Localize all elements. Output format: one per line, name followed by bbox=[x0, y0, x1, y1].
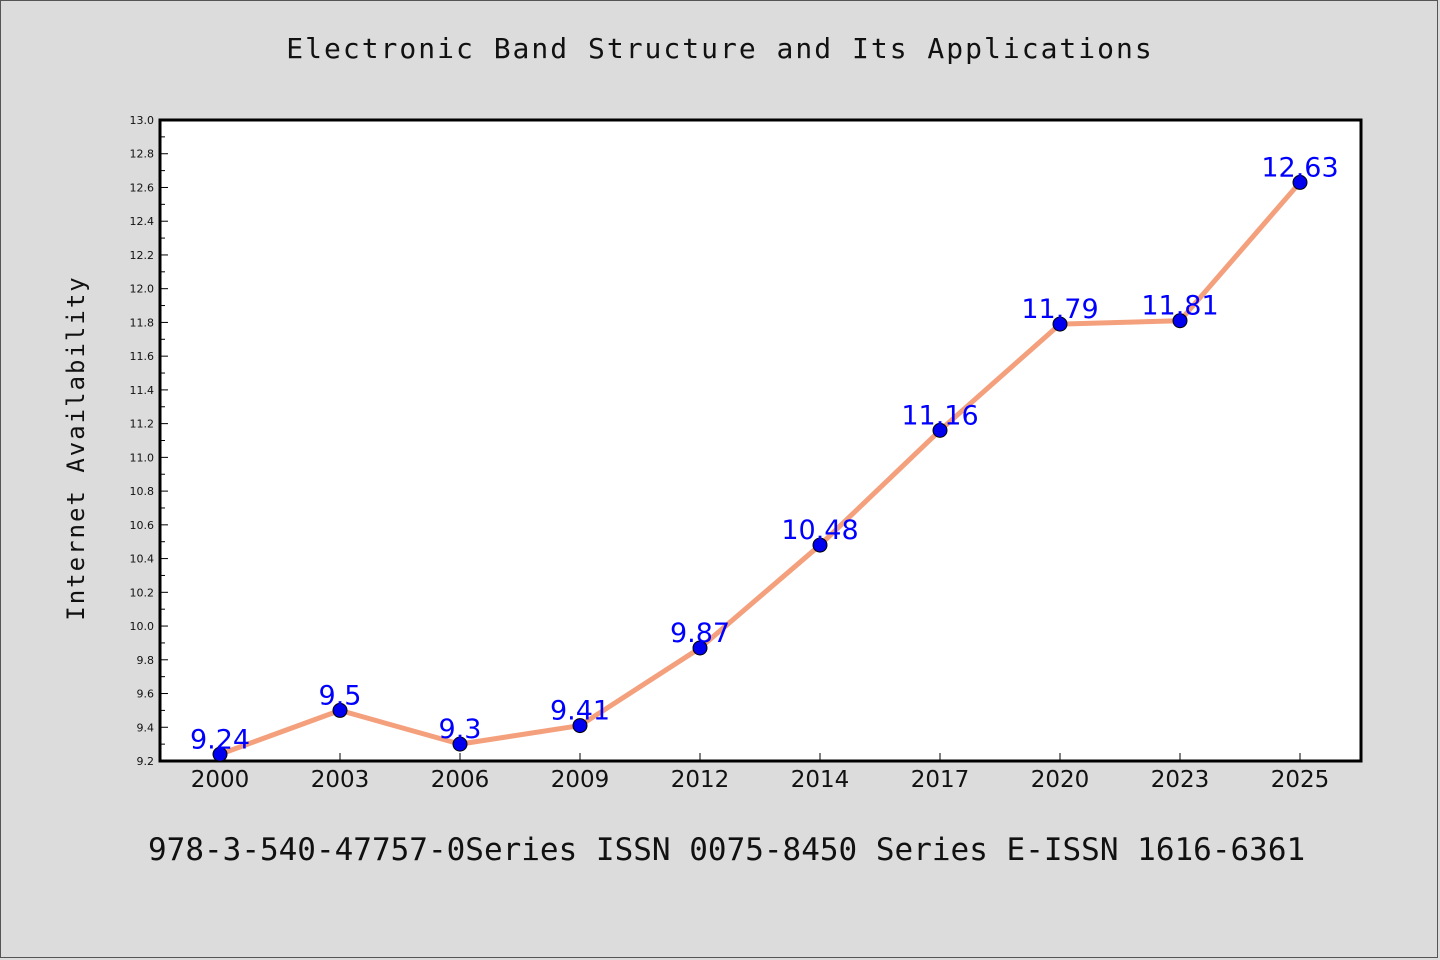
y-tick-label: 10.0 bbox=[130, 620, 155, 633]
data-label: 11.79 bbox=[1021, 294, 1098, 325]
data-label: 9.41 bbox=[550, 696, 610, 727]
data-label: 11.16 bbox=[901, 400, 978, 431]
y-tick-label: 11.4 bbox=[130, 384, 155, 397]
plot-area bbox=[158, 118, 1363, 763]
y-tick-label: 13.0 bbox=[130, 114, 155, 127]
y-tick-label: 11.0 bbox=[130, 451, 155, 464]
data-label: 11.81 bbox=[1141, 291, 1218, 322]
y-tick-label: 9.6 bbox=[137, 688, 155, 701]
y-tick-label: 12.4 bbox=[130, 215, 155, 228]
y-tick-label: 10.8 bbox=[130, 485, 155, 498]
x-tick-label: 2014 bbox=[791, 767, 850, 793]
x-tick-label: 2025 bbox=[1271, 767, 1330, 793]
data-label: 9.3 bbox=[439, 714, 482, 745]
y-tick-label: 11.2 bbox=[130, 418, 155, 431]
x-tick-label: 2012 bbox=[671, 767, 730, 793]
x-axis: 2000 2003 2006 2009 2012 2014 2017 2020 2023 2025 bbox=[191, 753, 1330, 793]
y-tick-label: 12.6 bbox=[130, 181, 155, 194]
data-label: 9.24 bbox=[190, 724, 250, 755]
y-tick-label: 10.2 bbox=[130, 586, 155, 599]
footer-isbn-text: 978-3-540-47757-0Series ISSN 0075-8450 S… bbox=[148, 832, 1306, 868]
y-tick-label: 12.8 bbox=[130, 148, 155, 161]
x-tick-label: 2003 bbox=[311, 767, 370, 793]
x-tick-label: 2006 bbox=[431, 767, 490, 793]
data-point bbox=[932, 422, 948, 438]
data-point bbox=[1052, 316, 1068, 332]
data-point bbox=[332, 702, 348, 718]
data-point bbox=[212, 746, 228, 762]
x-tick-label: 2023 bbox=[1151, 767, 1210, 793]
y-tick-label: 12.2 bbox=[130, 249, 155, 262]
y-tick-label: 9.2 bbox=[137, 755, 155, 768]
y-tick-label: 12.0 bbox=[130, 283, 155, 296]
data-point bbox=[1292, 174, 1308, 190]
y-tick-label: 11.8 bbox=[130, 316, 155, 329]
data-label: 10.48 bbox=[781, 515, 858, 546]
data-point bbox=[812, 537, 828, 553]
y-tick-label: 10.4 bbox=[130, 553, 155, 566]
data-label: 9.87 bbox=[670, 618, 730, 649]
y-tick-label: 9.8 bbox=[137, 654, 155, 667]
y-axis: 9.2 9.4 9.6 9.8 10.0 10.2 10.4 10.6 10.8 11.0 11.2… bbox=[130, 114, 168, 768]
y-tick-label: 9.4 bbox=[137, 721, 155, 734]
series-group: 9.24 9.5 9.3 9.41 9.87 10.48 11.16 11.79 11.81 12… bbox=[190, 152, 1339, 762]
chart-title: Electronic Band Structure and Its Applic… bbox=[286, 32, 1154, 65]
data-point bbox=[452, 736, 468, 752]
data-point bbox=[572, 718, 588, 734]
x-tick-label: 2017 bbox=[911, 767, 970, 793]
data-point bbox=[692, 640, 708, 656]
y-tick-label: 11.6 bbox=[130, 350, 155, 363]
data-point bbox=[1172, 313, 1188, 329]
x-tick-label: 2000 bbox=[191, 767, 250, 793]
x-tick-label: 2009 bbox=[551, 767, 610, 793]
data-label: 9.5 bbox=[319, 680, 362, 711]
data-label: 12.63 bbox=[1261, 152, 1338, 183]
x-tick-label: 2020 bbox=[1031, 767, 1090, 793]
series-line bbox=[219, 180, 1302, 757]
y-axis-label: Internet Availability bbox=[62, 275, 90, 620]
y-tick-label: 10.6 bbox=[130, 519, 155, 532]
